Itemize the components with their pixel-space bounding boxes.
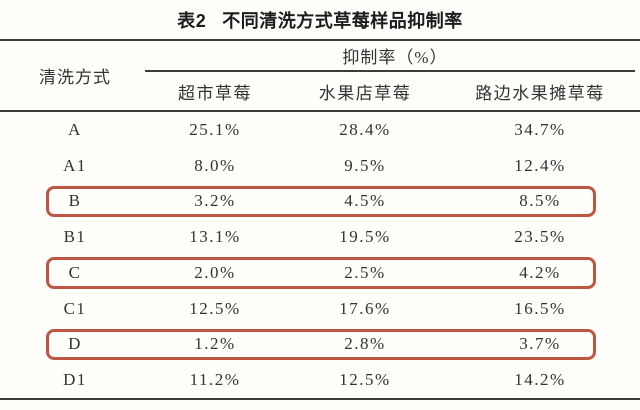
value-cell: 4.2% [519,262,561,282]
method-cell: D1 [63,370,87,390]
value-cell: 12.4% [514,155,566,175]
sub-headers-row: 超市草莓 水果店草莓 路边水果摊草莓 [150,72,640,110]
span-header-rule [145,70,635,72]
method-cell: A [68,119,82,139]
value-cell: 3.2% [194,191,236,211]
inhibition-rate-span-header: 抑制率（%） [342,48,448,67]
method-cell: C [68,262,82,282]
value-cell: 12.5% [189,298,241,318]
table-row-B: B 3.2% 4.5% 8.5% [0,184,640,220]
value-cell: 9.5% [344,155,386,175]
table-row-A: A 25.1% 28.4% 34.7% [0,112,640,148]
value-cell: 8.5% [519,191,561,211]
table-row-B1: B1 13.1% 19.5% 23.5% [0,219,640,255]
col-header-roadside-stand: 路边水果摊草莓 [475,83,605,103]
method-cell: B1 [63,227,87,247]
col-header-supermarket: 超市草莓 [178,83,252,103]
spanned-header-group: 抑制率（%） 超市草莓 水果店草莓 路边水果摊草莓 [145,41,640,110]
value-cell: 2.0% [194,262,236,282]
value-cell: 1.2% [194,334,236,354]
method-cell: D [68,334,82,354]
value-cell: 23.5% [514,227,566,247]
value-cell: 4.5% [344,191,386,211]
table-row-D1: D1 11.2% 12.5% 14.2% [0,362,640,398]
table-header: 清洗方式 抑制率（%） 超市草莓 水果店草莓 路边水果摊草莓 [0,41,640,112]
method-cell: A1 [63,155,87,175]
value-cell: 19.5% [339,227,391,247]
col-header-fruit-shop: 水果店草莓 [318,83,412,103]
data-table: 清洗方式 抑制率（%） 超市草莓 水果店草莓 路边水果摊草莓 A 25.1% 2… [0,39,640,400]
value-cell: 34.7% [514,119,566,139]
table-row-A1: A1 8.0% 9.5% 12.4% [0,148,640,184]
value-cell: 2.5% [344,262,386,282]
table-row-C1: C1 12.5% 17.6% 16.5% [0,291,640,327]
table-row-C: C 2.0% 2.5% 4.2% [0,255,640,291]
method-cell: C1 [63,298,87,318]
value-cell: 17.6% [339,298,391,318]
value-cell: 12.5% [339,370,391,390]
table-title: 表2 不同清洗方式草莓样品抑制率 [0,0,640,39]
value-cell: 16.5% [514,298,566,318]
value-cell: 28.4% [339,119,391,139]
value-cell: 2.8% [344,334,386,354]
value-cell: 14.2% [514,370,566,390]
table-number-label: 表2 [177,11,207,31]
value-cell: 3.7% [519,334,561,354]
value-cell: 25.1% [189,119,241,139]
value-cell: 13.1% [189,227,241,247]
table-body: A 25.1% 28.4% 34.7% A1 8.0% 9.5% 12.4% B… [0,112,640,400]
method-cell: B [68,191,82,211]
method-column-header: 清洗方式 [39,68,111,87]
value-cell: 8.0% [194,155,236,175]
value-cell: 11.2% [189,370,241,390]
table-title-text: 不同清洗方式草莓样品抑制率 [222,11,463,31]
table-row-D: D 1.2% 2.8% 3.7% [0,327,640,363]
